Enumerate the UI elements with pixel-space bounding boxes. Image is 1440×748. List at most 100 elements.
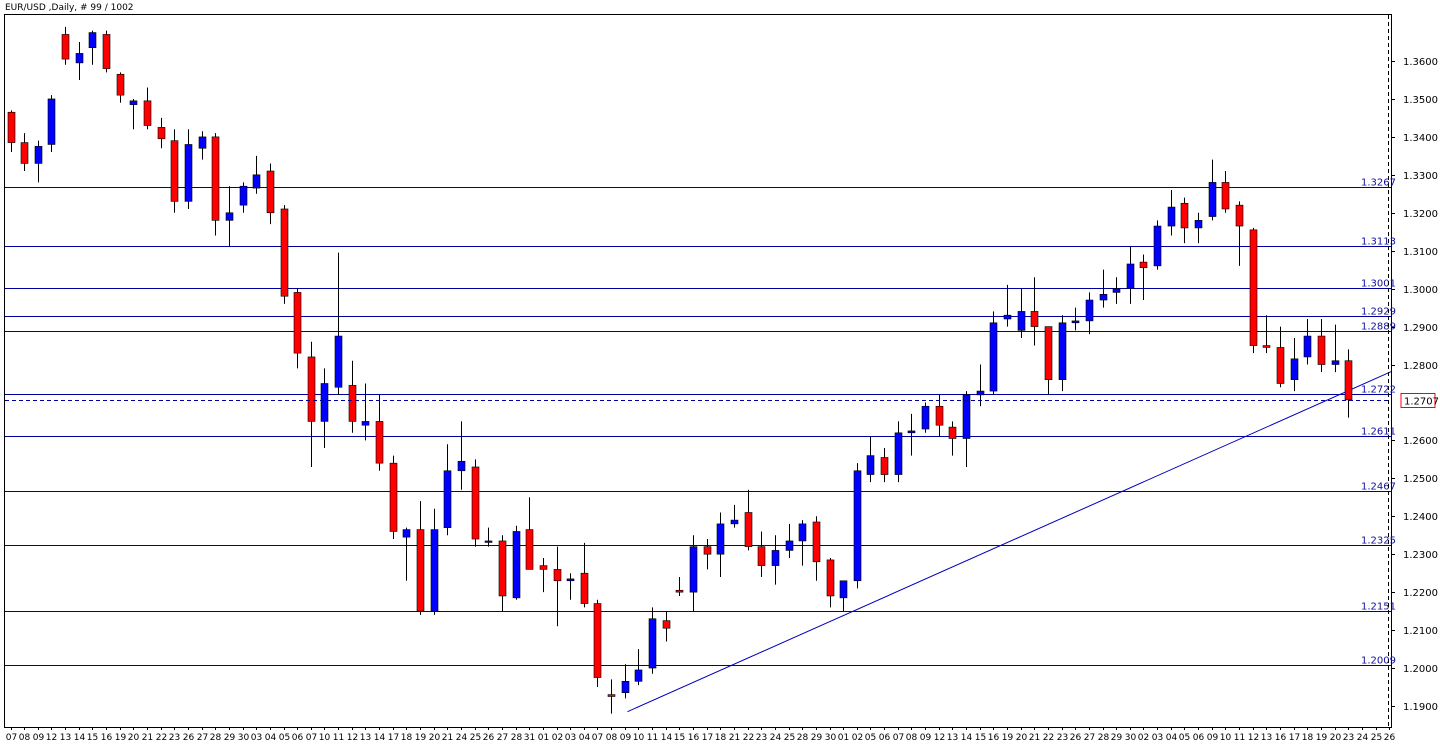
candle-bull	[47, 98, 56, 145]
candle-bear	[416, 529, 425, 612]
candle-bull	[430, 529, 439, 612]
candle-bear	[826, 559, 835, 597]
candle-bear	[293, 292, 302, 354]
plot-frame	[4, 14, 1392, 728]
x-tick-label: 01	[838, 733, 849, 743]
x-tick-label: 07	[306, 733, 317, 743]
x-tick-label: 26	[1070, 733, 1082, 743]
candle-bull	[1112, 288, 1121, 293]
x-tick-label: 04	[579, 733, 591, 743]
candle-bull	[129, 100, 138, 105]
x-tick-label: 03	[251, 733, 262, 743]
y-tick-label: 1.1900	[1403, 702, 1438, 713]
level-label: 1.2151	[1361, 602, 1396, 613]
x-tick-label: 04	[1166, 733, 1178, 743]
candle-bear	[1180, 202, 1189, 229]
candle-bull	[566, 578, 575, 582]
x-tick-label: 11	[333, 733, 344, 743]
candle-bear	[7, 111, 16, 143]
y-tick-label: 1.3400	[1403, 133, 1438, 144]
candle-bear	[757, 546, 766, 566]
x-tick-label: 16	[1275, 733, 1287, 743]
x-tick-label: 29	[224, 733, 236, 743]
candle-bear	[307, 356, 316, 422]
candle-bull	[361, 421, 370, 426]
x-tick-label: 15	[87, 733, 98, 743]
candle-bear	[102, 34, 111, 69]
y-tick-label: 1.2900	[1403, 323, 1438, 334]
level-label: 1.2009	[1361, 656, 1396, 667]
candle-bear	[675, 589, 684, 593]
trendline	[627, 371, 1392, 713]
candle-bull	[1331, 360, 1340, 365]
x-tick-label: 14	[74, 733, 86, 743]
candle-bull	[648, 618, 657, 669]
x-tick-label: 06	[292, 733, 304, 743]
x-tick-label: 07	[6, 733, 17, 743]
x-tick-label: 04	[265, 733, 277, 743]
x-tick-label: 12	[1248, 733, 1259, 743]
candle-bull	[621, 681, 630, 694]
trendline-group	[627, 371, 1392, 713]
level-label: 1.2722	[1361, 385, 1396, 396]
x-tick-label: 10	[319, 733, 331, 743]
candle-bull	[334, 335, 343, 388]
y-tick-label: 1.2400	[1403, 512, 1438, 523]
x-tick-label: 27	[197, 733, 208, 743]
candle-bear	[580, 572, 589, 604]
candle-bull	[252, 174, 261, 189]
candle-bear	[1344, 360, 1353, 401]
x-tick-label: 17	[1289, 733, 1300, 743]
x-tick-label: 02	[852, 733, 863, 743]
candle-bull	[1003, 314, 1012, 320]
candle-bear	[703, 546, 712, 555]
level-label: 1.2325	[1361, 536, 1396, 547]
candle-bear	[266, 170, 275, 214]
x-tick-label: 26	[1384, 733, 1396, 743]
candle-bear	[280, 208, 289, 297]
x-tick-label: 21	[729, 733, 740, 743]
candle-bull	[1126, 263, 1135, 289]
candle-bull	[839, 580, 848, 599]
candle-bear	[553, 569, 562, 582]
x-tick-label: 13	[60, 733, 71, 743]
level-label: 1.2929	[1361, 307, 1396, 318]
candle-bull	[1099, 294, 1108, 301]
x-tick-label: 08	[906, 733, 918, 743]
x-tick-label: 27	[1084, 733, 1095, 743]
x-tick-label: 13	[360, 733, 371, 743]
candle-bull	[1058, 322, 1067, 380]
candle-bull	[402, 529, 411, 538]
x-tick-label: 02	[552, 733, 563, 743]
y-tick-label: 1.2500	[1403, 474, 1438, 485]
x-tick-label: 14	[961, 733, 973, 743]
y-tick-label: 1.3600	[1403, 57, 1438, 68]
candle-bear	[471, 466, 480, 540]
y-tick-label: 1.2300	[1403, 550, 1438, 561]
x-tick-label: 06	[879, 733, 891, 743]
horizontal-levels: 1.3267 1.3113 1.3001 1.2929 1.2889 1.2722 1.26…	[5, 178, 1396, 667]
x-tick-label: 22	[743, 733, 754, 743]
candle-bear	[525, 529, 534, 570]
x-tick-label: 16	[988, 733, 1000, 743]
y-tick-label: 1.3500	[1403, 95, 1438, 106]
x-tick-label: 23	[169, 733, 180, 743]
candle-bull	[1290, 358, 1299, 380]
x-tick-label: 03	[1152, 733, 1163, 743]
current-price-group: 1.2707	[5, 393, 1439, 408]
x-tick-label: 05	[865, 733, 876, 743]
x-tick-label: 26	[483, 733, 495, 743]
candle-bear	[539, 565, 548, 570]
candle-bear	[498, 540, 507, 597]
level-label: 1.3267	[1361, 178, 1396, 189]
candle-bear	[1235, 204, 1244, 227]
candle-bear	[211, 136, 220, 221]
candle-bear	[593, 603, 602, 678]
candle-bear	[348, 385, 357, 422]
price-axis: 1.3600 1.3500 1.3400 1.3300 1.3200 1.3100 1.30…	[1388, 15, 1438, 727]
candle-bear	[662, 620, 671, 629]
candle-bull	[1017, 311, 1026, 331]
chart-title: EUR/USD ,Daily, # 99 / 1002	[5, 3, 134, 13]
y-tick-label: 1.3300	[1403, 171, 1438, 182]
candle-bull	[512, 531, 521, 599]
